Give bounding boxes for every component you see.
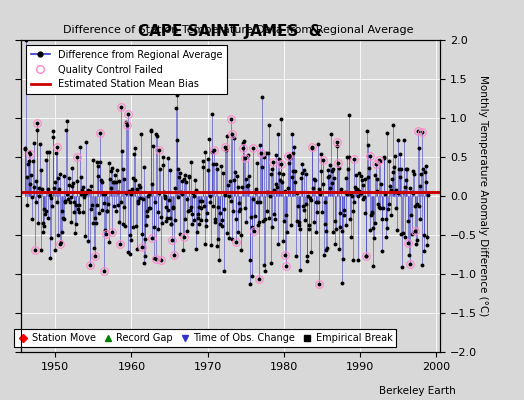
Text: Berkeley Earth: Berkeley Earth (379, 386, 456, 396)
Legend: Station Move, Record Gap, Time of Obs. Change, Empirical Break: Station Move, Record Gap, Time of Obs. C… (15, 329, 396, 347)
Y-axis label: Monthly Temperature Anomaly Difference (°C): Monthly Temperature Anomaly Difference (… (478, 75, 488, 317)
Title: CAPE SAINT JAMES  &: CAPE SAINT JAMES & (138, 24, 323, 39)
Text: Difference of Station Temperature Data from Regional Average: Difference of Station Temperature Data f… (63, 25, 413, 35)
